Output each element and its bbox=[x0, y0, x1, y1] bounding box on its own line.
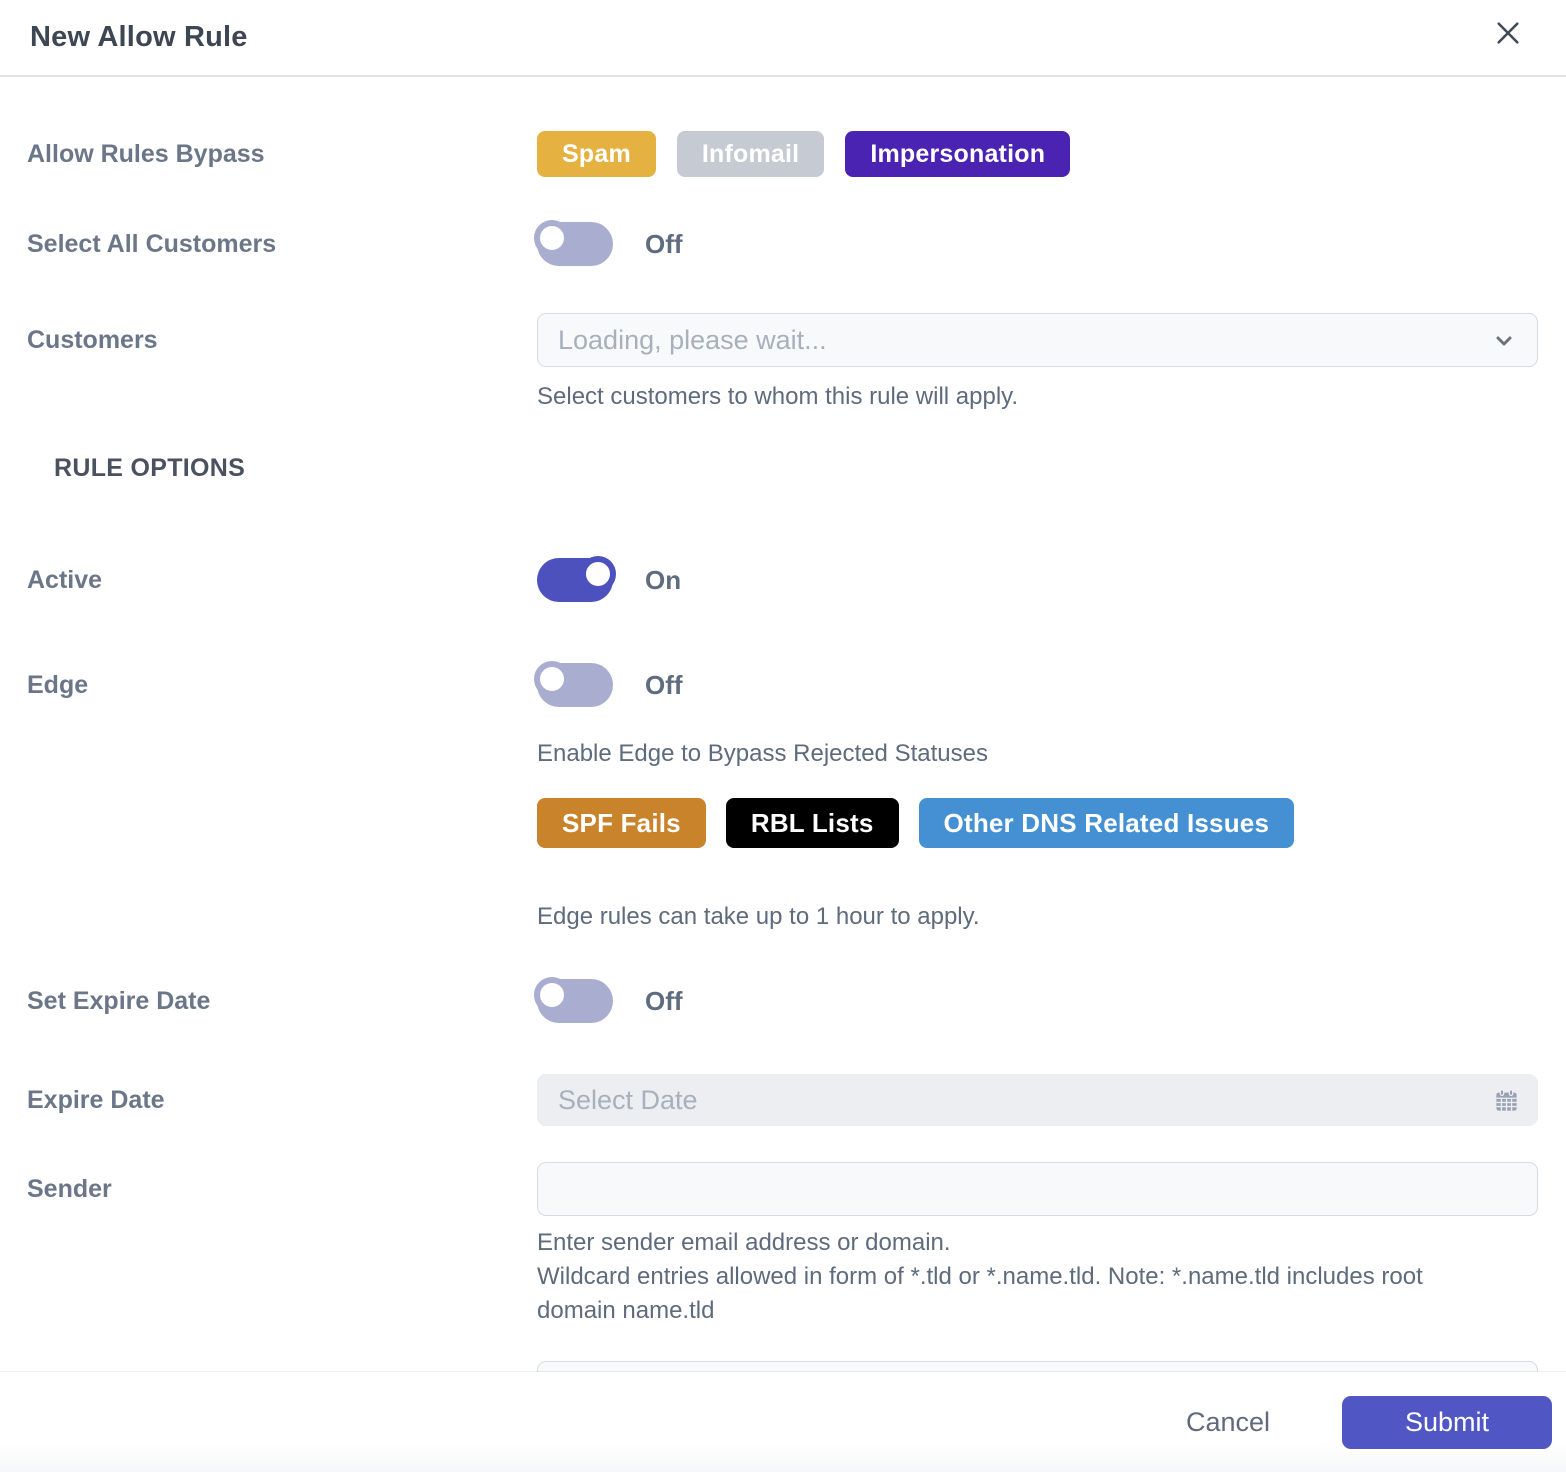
expire-date-label: Expire Date bbox=[27, 1085, 165, 1114]
edge-badges: SPF Fails RBL Lists Other DNS Related Is… bbox=[537, 798, 1538, 848]
select-all-customers-state: Off bbox=[645, 228, 683, 259]
select-all-customers-toggle[interactable] bbox=[534, 220, 613, 266]
badge-spf-fails[interactable]: SPF Fails bbox=[537, 798, 706, 848]
close-button[interactable] bbox=[1488, 14, 1528, 54]
cancel-button[interactable]: Cancel bbox=[1166, 1397, 1290, 1448]
sender-help-line2: Wildcard entries allowed in form of *.tl… bbox=[537, 1263, 1423, 1324]
toggle-knob bbox=[534, 220, 570, 256]
badge-spam[interactable]: Spam bbox=[537, 131, 656, 177]
badge-impersonation[interactable]: Impersonation bbox=[845, 131, 1071, 177]
badge-rbl-lists[interactable]: RBL Lists bbox=[725, 798, 899, 848]
field-select-all-customers: Select All Customers Off bbox=[27, 220, 1538, 266]
edge-note-text: Edge rules can take up to 1 hour to appl… bbox=[537, 903, 980, 930]
set-expire-date-label: Set Expire Date bbox=[27, 986, 211, 1015]
sender-label: Sender bbox=[27, 1174, 112, 1203]
edge-label: Edge bbox=[27, 670, 89, 699]
modal-body: Allow Rules Bypass Spam Infomail Imperso… bbox=[0, 131, 1566, 1472]
toggle-knob bbox=[534, 977, 570, 1013]
edge-state: Off bbox=[645, 669, 683, 700]
customers-help-text: Select customers to whom this rule will … bbox=[537, 383, 1019, 410]
modal-footer: Cancel Submit bbox=[0, 1372, 1566, 1472]
field-edge: Edge Off Enable Edge to Bypass Rejected … bbox=[27, 661, 1538, 934]
select-all-customers-label: Select All Customers bbox=[27, 229, 277, 258]
active-state: On bbox=[645, 564, 682, 595]
toggle-knob bbox=[580, 556, 616, 592]
edge-help-text: Enable Edge to Bypass Rejected Statuses bbox=[537, 740, 988, 767]
submit-button[interactable]: Submit bbox=[1342, 1395, 1552, 1449]
sender-input[interactable] bbox=[537, 1162, 1538, 1216]
set-expire-date-state: Off bbox=[645, 985, 683, 1016]
active-toggle[interactable] bbox=[537, 556, 616, 602]
sender-help-line1: Enter sender email address or domain. bbox=[537, 1229, 951, 1256]
badge-infomail[interactable]: Infomail bbox=[676, 131, 825, 177]
modal-header: New Allow Rule bbox=[0, 0, 1566, 77]
set-expire-date-toggle[interactable] bbox=[534, 977, 613, 1023]
badge-other-dns-related-issues[interactable]: Other DNS Related Issues bbox=[918, 798, 1295, 848]
allow-rules-bypass-badges: Spam Infomail Impersonation bbox=[537, 131, 1538, 177]
field-allow-rules-bypass: Allow Rules Bypass Spam Infomail Imperso… bbox=[27, 131, 1538, 177]
rule-options-heading: RULE OPTIONS bbox=[54, 454, 246, 482]
close-icon bbox=[1492, 17, 1524, 52]
active-label: Active bbox=[27, 565, 103, 594]
allow-rules-bypass-label: Allow Rules Bypass bbox=[27, 139, 265, 168]
field-set-expire-date: Set Expire Date Off bbox=[27, 977, 1538, 1023]
customers-select[interactable] bbox=[537, 313, 1538, 367]
toggle-knob bbox=[534, 661, 570, 697]
field-sender: Sender Enter sender email address or dom… bbox=[27, 1162, 1538, 1328]
field-active: Active On bbox=[27, 556, 1538, 602]
field-customers: Customers Select customers to whom this … bbox=[27, 313, 1538, 414]
modal-title: New Allow Rule bbox=[30, 21, 248, 53]
customers-label: Customers bbox=[27, 325, 158, 354]
field-expire-date: Expire Date bbox=[27, 1074, 1538, 1126]
edge-toggle[interactable] bbox=[534, 661, 613, 707]
expire-date-input[interactable] bbox=[537, 1074, 1538, 1126]
